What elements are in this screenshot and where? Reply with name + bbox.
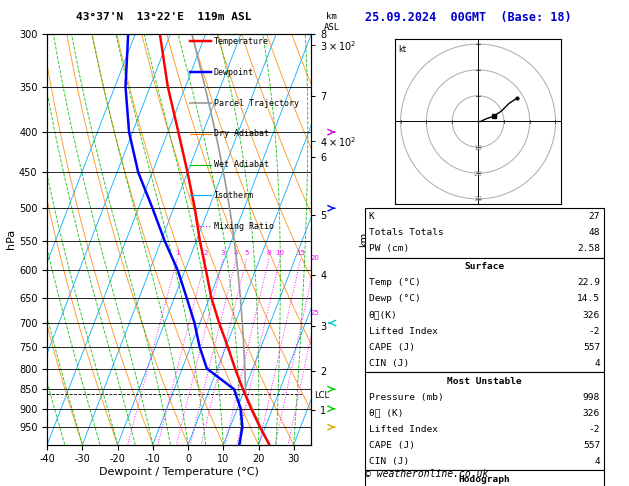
Text: Most Unstable: Most Unstable [447, 377, 521, 385]
Text: 2.58: 2.58 [577, 244, 600, 253]
Text: Temperature: Temperature [214, 37, 269, 46]
Text: 43°37'N  13°22'E  119m ASL: 43°37'N 13°22'E 119m ASL [75, 12, 252, 22]
Text: 4: 4 [594, 457, 600, 466]
Text: 20: 20 [310, 255, 320, 260]
Text: 25: 25 [311, 310, 319, 316]
Text: 557: 557 [583, 343, 600, 351]
Text: 27: 27 [589, 212, 600, 221]
Text: 1: 1 [175, 250, 179, 257]
Text: Lifted Index: Lifted Index [369, 327, 438, 335]
Text: CAPE (J): CAPE (J) [369, 343, 415, 351]
Text: 4: 4 [594, 359, 600, 367]
Text: © weatheronline.co.uk: © weatheronline.co.uk [365, 469, 488, 479]
Text: Dewp (°C): Dewp (°C) [369, 295, 420, 303]
Text: 557: 557 [583, 441, 600, 450]
Text: -2: -2 [589, 425, 600, 434]
Text: 8: 8 [267, 250, 271, 257]
Text: 10: 10 [474, 145, 482, 151]
Text: km
ASL: km ASL [324, 12, 340, 32]
Text: 25.09.2024  00GMT  (Base: 18): 25.09.2024 00GMT (Base: 18) [365, 11, 572, 24]
Text: Parcel Trajectory: Parcel Trajectory [214, 99, 299, 107]
Text: 4: 4 [234, 250, 238, 257]
Text: Wet Adiabat: Wet Adiabat [214, 160, 269, 169]
Text: Dewpoint: Dewpoint [214, 68, 253, 77]
Text: 30: 30 [474, 196, 482, 202]
Y-axis label: km
ASL: km ASL [359, 230, 381, 248]
Text: Mixing Ratio: Mixing Ratio [214, 222, 274, 231]
Text: kt: kt [399, 46, 407, 54]
Text: 14.5: 14.5 [577, 295, 600, 303]
Text: CIN (J): CIN (J) [369, 457, 409, 466]
Text: 998: 998 [583, 393, 600, 401]
Text: 15: 15 [296, 250, 305, 257]
Text: 10: 10 [276, 250, 284, 257]
Text: 48: 48 [589, 228, 600, 237]
Text: Pressure (mb): Pressure (mb) [369, 393, 443, 401]
Text: 326: 326 [583, 311, 600, 319]
Text: Dry Adiabat: Dry Adiabat [214, 129, 269, 139]
X-axis label: Dewpoint / Temperature (°C): Dewpoint / Temperature (°C) [99, 467, 259, 477]
Text: Lifted Index: Lifted Index [369, 425, 438, 434]
Text: K: K [369, 212, 374, 221]
Text: 5: 5 [244, 250, 248, 257]
Text: 22.9: 22.9 [577, 278, 600, 287]
Text: PW (cm): PW (cm) [369, 244, 409, 253]
Text: Surface: Surface [464, 262, 504, 271]
Text: -2: -2 [589, 327, 600, 335]
Text: Hodograph: Hodograph [459, 475, 510, 484]
Text: θᴄ (K): θᴄ (K) [369, 409, 403, 417]
Text: CIN (J): CIN (J) [369, 359, 409, 367]
Text: Temp (°C): Temp (°C) [369, 278, 420, 287]
Text: 326: 326 [583, 409, 600, 417]
Text: Totals Totals: Totals Totals [369, 228, 443, 237]
Text: CAPE (J): CAPE (J) [369, 441, 415, 450]
Text: Isotherm: Isotherm [214, 191, 253, 200]
Text: θᴄ(K): θᴄ(K) [369, 311, 398, 319]
Text: 3: 3 [221, 250, 225, 257]
Text: 20: 20 [474, 171, 482, 176]
Text: 2: 2 [203, 250, 208, 257]
Text: LCL: LCL [314, 391, 329, 400]
Y-axis label: hPa: hPa [6, 229, 16, 249]
